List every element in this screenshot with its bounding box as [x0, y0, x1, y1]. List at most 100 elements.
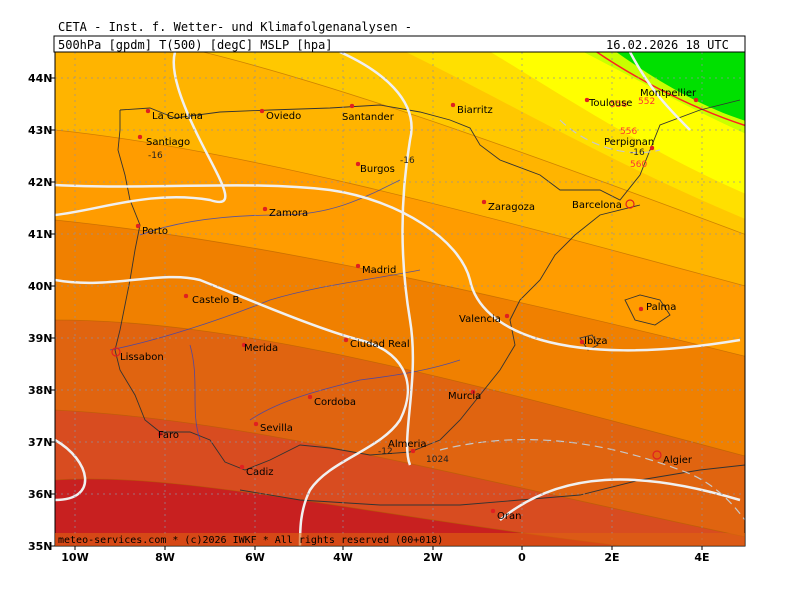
city-dot	[355, 161, 361, 167]
city-marker: Cadiz	[239, 464, 274, 478]
city-marker: Biarritz	[450, 102, 493, 116]
city-label: Madrid	[362, 265, 396, 276]
city-label: Valencia	[459, 314, 501, 325]
city-label: Faro	[158, 430, 179, 441]
valid-time: 16.02.2026 18 UTC	[606, 38, 729, 52]
city-dot	[584, 97, 590, 103]
city-marker: Oviedo	[259, 108, 301, 122]
city-label: Ciudad Real	[350, 339, 410, 350]
city-label: Porto	[142, 226, 168, 237]
temperature-band	[616, 52, 745, 121]
city-dot	[649, 145, 655, 151]
longitude-label: 10W	[61, 551, 88, 564]
city-marker: Lissabon	[111, 347, 164, 363]
city-marker: Murcia	[448, 389, 481, 402]
city-dot	[343, 337, 349, 343]
city-marker: Santiago	[137, 134, 190, 148]
city-marker: Valencia	[459, 313, 510, 325]
city-dot	[135, 223, 141, 229]
chart-title: CETA - Inst. f. Wetter- und Klimafolgena…	[58, 20, 413, 34]
city-marker: Burgos	[355, 161, 395, 175]
longitude-label: 2W	[423, 551, 443, 564]
coastline	[114, 110, 641, 471]
city-dot	[259, 108, 265, 114]
mslp-isobar	[439, 439, 745, 521]
city-label: Algier	[663, 455, 693, 466]
city-marker: Porto	[135, 223, 168, 237]
city-label: Merida	[244, 343, 278, 354]
city-marker: Cordoba	[307, 394, 356, 408]
isotherm-label: -12	[378, 447, 393, 457]
city-label: Palma	[646, 302, 676, 313]
city-dot	[693, 97, 699, 103]
longitude-label: 4W	[333, 551, 353, 564]
city-dot	[638, 306, 644, 312]
coastline	[239, 464, 745, 506]
city-label: Santiago	[146, 137, 190, 148]
city-dot	[137, 134, 143, 140]
city-dot	[579, 339, 585, 345]
isotherm-label: -16	[148, 151, 163, 161]
isotherm-label: -16	[400, 156, 415, 166]
header-frame	[53, 35, 746, 53]
city-dot	[253, 421, 259, 427]
city-label: Almeria	[388, 439, 427, 450]
latitude-label: 38N	[28, 384, 53, 397]
city-label: Cordoba	[314, 397, 356, 408]
latitude-axis: 44N 43N 42N 41N 40N 39N 38N 37N 36N 35N	[28, 72, 55, 553]
city-dot	[145, 108, 151, 114]
city-marker: Barcelona	[572, 199, 635, 211]
isotherm-line	[499, 478, 741, 521]
city-label: Montpellier	[640, 88, 697, 99]
geopotential-label: 552	[638, 97, 655, 107]
city-marker: Zaragoza	[481, 199, 535, 213]
geopotential-contour	[55, 219, 745, 357]
island-coast	[624, 294, 671, 326]
city-dot	[504, 313, 510, 319]
city-dot	[490, 508, 496, 514]
isotherm-line	[55, 52, 227, 217]
city-marker: Zamora	[262, 206, 308, 219]
city-marker: La Coruna	[145, 108, 203, 122]
city-label: Lissabon	[120, 352, 164, 363]
city-dot	[262, 206, 268, 212]
city-marker: Oran	[490, 508, 521, 522]
river	[189, 344, 201, 441]
geopotential-label: 556	[620, 127, 637, 137]
footer-band	[55, 533, 745, 546]
geopotential-label: 556	[610, 100, 627, 110]
city-label: Santander	[342, 112, 395, 123]
geopotential-contour	[201, 52, 745, 235]
latitude-label: 43N	[28, 124, 53, 137]
longitude-label: 2E	[604, 551, 619, 564]
mslp-label: 1024	[426, 455, 449, 465]
city-marker: Castelo B.	[183, 293, 243, 306]
city-label: Sevilla	[260, 423, 293, 434]
city-label: Barcelona	[572, 200, 622, 211]
city-dot	[349, 103, 355, 109]
isotherm-line	[55, 438, 87, 502]
city-label: Murcia	[448, 391, 481, 402]
isotherm-line	[628, 52, 691, 131]
isotherm-line	[55, 275, 410, 546]
latitude-label: 42N	[28, 176, 53, 189]
city-marker: Algier	[652, 450, 693, 466]
city-dot	[241, 342, 247, 348]
city-marker: Santander	[342, 103, 395, 123]
geopotential-contour	[55, 129, 745, 287]
city-label: Oran	[497, 511, 521, 522]
city-dot	[481, 199, 487, 205]
city-dot	[625, 199, 635, 209]
longitude-label: 4E	[694, 551, 709, 564]
city-dot	[410, 448, 416, 454]
city-marker: Faro	[157, 430, 179, 441]
city-label: Zamora	[269, 208, 308, 219]
coastline	[119, 99, 741, 201]
island-coast	[579, 334, 599, 351]
city-dot	[450, 102, 456, 108]
city-marker: Perpignan	[604, 137, 655, 151]
city-label: Cadiz	[246, 467, 274, 478]
latitude-label: 39N	[28, 332, 53, 345]
city-label: Ibiza	[584, 336, 607, 347]
